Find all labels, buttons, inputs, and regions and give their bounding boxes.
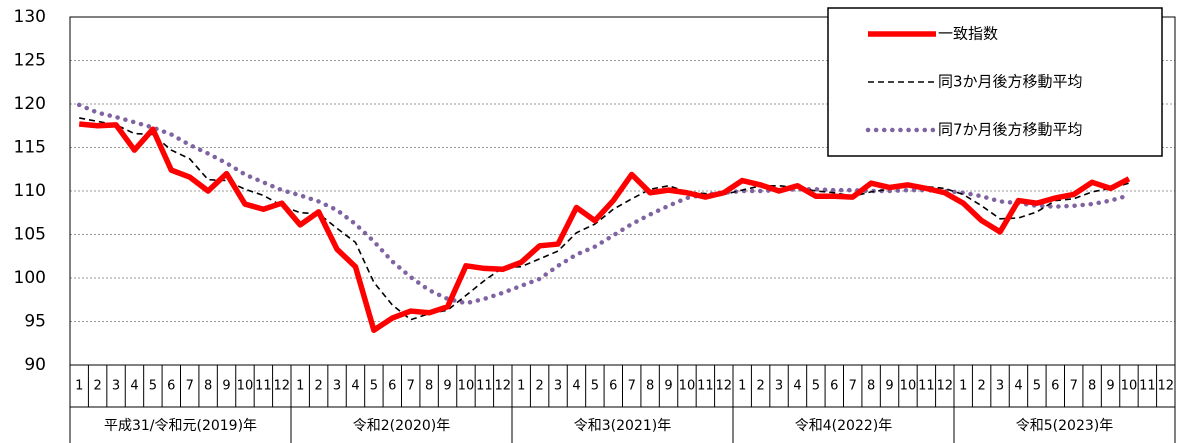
series-line bbox=[79, 117, 1130, 321]
x-tick-label: 12 bbox=[1158, 379, 1175, 394]
x-tick-label: 11 bbox=[918, 379, 935, 394]
year-label: 令和3(2021)年 bbox=[574, 418, 671, 434]
x-tick-label: 3 bbox=[996, 379, 1004, 394]
x-tick-label: 8 bbox=[867, 379, 875, 394]
x-tick-label: 3 bbox=[554, 379, 562, 394]
x-tick-label: 1 bbox=[738, 379, 746, 394]
x-tick-label: 1 bbox=[296, 379, 304, 394]
year-label: 令和2(2020)年 bbox=[353, 418, 450, 434]
y-tick-label: 100 bbox=[14, 268, 46, 288]
series-line bbox=[76, 102, 1132, 306]
x-tick-label: 11 bbox=[1139, 379, 1156, 394]
x-tick-label: 4 bbox=[1014, 379, 1022, 394]
legend-label: 一致指数 bbox=[938, 25, 998, 43]
x-tick-label: 1 bbox=[75, 379, 83, 394]
x-tick-label: 5 bbox=[591, 379, 599, 394]
y-tick-label: 120 bbox=[14, 94, 46, 114]
y-tick-label: 90 bbox=[24, 355, 46, 375]
x-tick-label: 8 bbox=[646, 379, 654, 394]
x-tick-label: 7 bbox=[1070, 379, 1078, 394]
year-label: 平成31/令和元(2019)年 bbox=[104, 418, 257, 434]
legend-label: 同3か月後方移動平均 bbox=[938, 73, 1083, 91]
x-tick-label: 1 bbox=[517, 379, 525, 394]
x-tick-label: 6 bbox=[830, 379, 838, 394]
x-tick-label: 9 bbox=[664, 379, 672, 394]
x-tick-label: 12 bbox=[274, 379, 291, 394]
x-tick-label: 2 bbox=[314, 379, 322, 394]
x-tick-label: 6 bbox=[609, 379, 617, 394]
x-tick-label: 6 bbox=[1051, 379, 1059, 394]
x-tick-label: 9 bbox=[222, 379, 230, 394]
x-tick-label: 10 bbox=[458, 379, 475, 394]
x-tick-label: 3 bbox=[775, 379, 783, 394]
x-tick-label: 7 bbox=[628, 379, 636, 394]
x-tick-label: 11 bbox=[255, 379, 272, 394]
x-tick-label: 5 bbox=[812, 379, 820, 394]
y-tick-label: 110 bbox=[14, 181, 46, 201]
series-line bbox=[78, 121, 1131, 333]
x-tick-label: 2 bbox=[756, 379, 764, 394]
x-tick-label: 6 bbox=[388, 379, 396, 394]
x-tick-label: 9 bbox=[1106, 379, 1114, 394]
x-tick-label: 8 bbox=[425, 379, 433, 394]
legend-label: 同7か月後方移動平均 bbox=[938, 121, 1083, 139]
x-tick-label: 7 bbox=[407, 379, 415, 394]
x-tick-label: 2 bbox=[535, 379, 543, 394]
x-tick-label: 4 bbox=[793, 379, 801, 394]
y-tick-label: 115 bbox=[14, 138, 46, 158]
x-tick-label: 9 bbox=[443, 379, 451, 394]
x-tick-label: 12 bbox=[716, 379, 733, 394]
x-tick-label: 8 bbox=[1088, 379, 1096, 394]
x-tick-label: 2 bbox=[977, 379, 985, 394]
x-tick-label: 10 bbox=[900, 379, 917, 394]
x-tick-label: 8 bbox=[204, 379, 212, 394]
x-tick-label: 10 bbox=[237, 379, 254, 394]
x-tick-label: 10 bbox=[1121, 379, 1138, 394]
x-tick-label: 10 bbox=[679, 379, 696, 394]
year-label: 令和4(2022)年 bbox=[795, 418, 892, 434]
y-tick-label: 105 bbox=[14, 225, 46, 245]
x-tick-label: 4 bbox=[351, 379, 359, 394]
x-tick-label: 9 bbox=[885, 379, 893, 394]
y-tick-label: 95 bbox=[24, 312, 46, 332]
year-label: 令和5(2023)年 bbox=[1016, 418, 1113, 434]
x-tick-label: 2 bbox=[93, 379, 101, 394]
x-tick-label: 1 bbox=[959, 379, 967, 394]
x-tick-label: 5 bbox=[149, 379, 157, 394]
x-tick-label: 11 bbox=[697, 379, 714, 394]
x-tick-label: 7 bbox=[186, 379, 194, 394]
x-tick-label: 4 bbox=[130, 379, 138, 394]
y-tick-label: 125 bbox=[14, 51, 46, 71]
x-tick-label: 3 bbox=[112, 379, 120, 394]
x-tick-label: 5 bbox=[370, 379, 378, 394]
x-tick-label: 11 bbox=[476, 379, 493, 394]
x-tick-label: 4 bbox=[572, 379, 580, 394]
x-tick-label: 5 bbox=[1033, 379, 1041, 394]
x-tick-label: 12 bbox=[495, 379, 512, 394]
x-tick-label: 3 bbox=[333, 379, 341, 394]
x-tick-label: 12 bbox=[937, 379, 954, 394]
y-tick-label: 130 bbox=[14, 7, 46, 27]
x-tick-label: 6 bbox=[167, 379, 175, 394]
x-tick-label: 7 bbox=[849, 379, 857, 394]
